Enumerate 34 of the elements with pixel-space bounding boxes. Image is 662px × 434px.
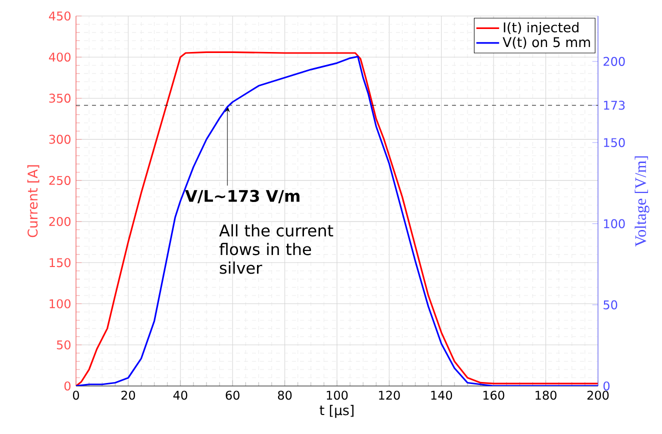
y-tick-label: 200 <box>49 217 70 226</box>
y-tick-label: 350 <box>49 94 70 103</box>
x-tick-label: 180 <box>536 390 556 400</box>
x-tick-label: 100 <box>326 390 348 400</box>
y-tick-label: 450 <box>48 11 70 21</box>
x-tick-label: 80 <box>278 390 292 400</box>
annotation: All the current flows in the silver <box>219 224 334 274</box>
y2-tick-label: 173 <box>604 100 625 110</box>
y-tick-label: 50 <box>56 340 70 350</box>
y-tick-label: 300 <box>49 134 70 144</box>
x-axis-title: t [μs] <box>320 404 354 418</box>
y-axis-title: Current [A] <box>27 165 40 238</box>
y-tick-label: 0 <box>64 381 70 391</box>
y2-tick-label: 50 <box>604 300 618 310</box>
x-tick-label: 160 <box>483 390 504 400</box>
x-tick-label: 120 <box>379 390 400 400</box>
x-tick-label: 0 <box>72 390 80 400</box>
y-tick-label: 250 <box>49 176 70 185</box>
x-tick-label: 20 <box>121 390 136 400</box>
y2-tick-label: 150 <box>604 138 625 148</box>
x-tick-label: 140 <box>431 390 452 400</box>
x-tick-label: 200 <box>587 390 609 400</box>
legend-label: I(t) injected <box>504 22 578 36</box>
y2-tick-label: 200 <box>604 56 625 66</box>
y-tick-label: 400 <box>48 52 70 62</box>
legend-label: V(t) on 5 mm <box>502 36 590 49</box>
x-tick-label: 60 <box>226 390 240 400</box>
x-tick-label: 40 <box>173 390 188 400</box>
y2-axis-title: Voltage [V/m] <box>634 156 650 247</box>
y2-tick-label: 0 <box>604 381 610 391</box>
y-tick-label: 100 <box>50 299 70 308</box>
y-tick-label: 150 <box>50 258 70 268</box>
annotation: V/L∼173 V/m <box>185 190 300 204</box>
y2-tick-label: 100 <box>604 219 625 228</box>
